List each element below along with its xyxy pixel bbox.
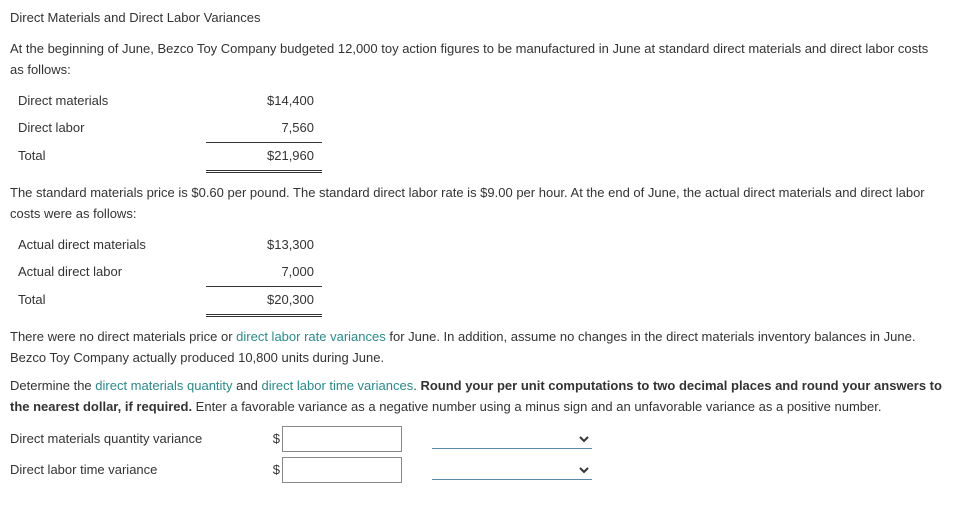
cell-label: Direct materials [10, 88, 206, 115]
link-labor-rate-variances[interactable]: direct labor rate variances [236, 329, 386, 344]
dollar-sign: $ [260, 429, 280, 450]
answer-label: Direct labor time variance [10, 460, 260, 481]
link-materials-quantity[interactable]: direct materials quantity [95, 378, 232, 393]
paragraph-3: There were no direct materials price or … [10, 327, 944, 369]
table-row: Total $21,960 [10, 142, 322, 171]
text: Enter a favorable variance as a negative… [192, 399, 881, 414]
materials-variance-select[interactable] [432, 429, 592, 449]
page-title: Direct Materials and Direct Labor Varian… [10, 8, 944, 29]
link-labor-time-variances[interactable]: direct labor time variances [261, 378, 413, 393]
cell-label: Actual direct labor [10, 259, 206, 286]
answer-row-labor: Direct labor time variance $ [10, 457, 944, 483]
cell-label: Actual direct materials [10, 232, 206, 259]
cell-value: $20,300 [206, 286, 322, 315]
cell-label: Direct labor [10, 115, 206, 142]
paragraph-4: Determine the direct materials quantity … [10, 376, 944, 418]
cell-label: Total [10, 142, 206, 171]
cell-value: $13,300 [206, 232, 322, 259]
table-row: Actual direct materials $13,300 [10, 232, 322, 259]
table-row: Direct labor 7,560 [10, 115, 322, 142]
cell-value: $14,400 [206, 88, 322, 115]
text: Determine the [10, 378, 95, 393]
answer-row-materials: Direct materials quantity variance $ [10, 426, 944, 452]
cell-value: 7,560 [206, 115, 322, 142]
answer-label: Direct materials quantity variance [10, 429, 260, 450]
labor-variance-select[interactable] [432, 460, 592, 480]
mid-paragraph: The standard materials price is $0.60 pe… [10, 183, 944, 225]
actual-costs-table: Actual direct materials $13,300 Actual d… [10, 232, 322, 316]
materials-variance-input[interactable] [282, 426, 402, 452]
cell-label: Total [10, 286, 206, 315]
table-row: Direct materials $14,400 [10, 88, 322, 115]
intro-paragraph: At the beginning of June, Bezco Toy Comp… [10, 39, 944, 81]
dollar-sign: $ [260, 460, 280, 481]
text: There were no direct materials price or [10, 329, 236, 344]
table-row: Actual direct labor 7,000 [10, 259, 322, 286]
standard-costs-table: Direct materials $14,400 Direct labor 7,… [10, 88, 322, 172]
text: and [233, 378, 262, 393]
cell-value: 7,000 [206, 259, 322, 286]
cell-value: $21,960 [206, 142, 322, 171]
table-row: Total $20,300 [10, 286, 322, 315]
labor-variance-input[interactable] [282, 457, 402, 483]
